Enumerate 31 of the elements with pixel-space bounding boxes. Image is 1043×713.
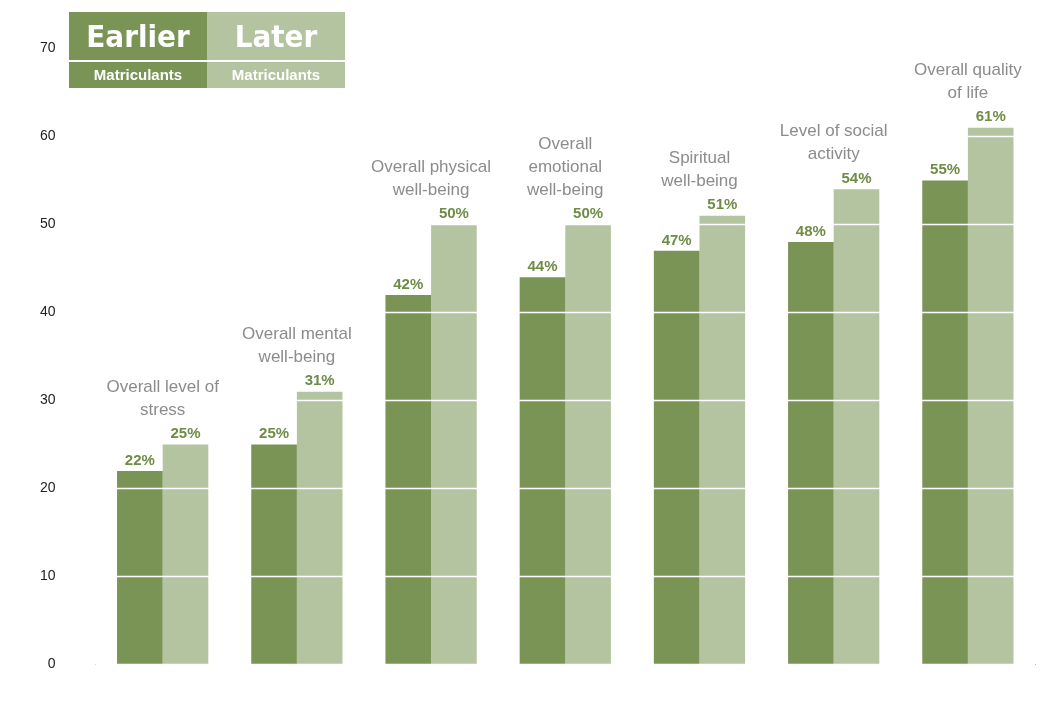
data-label: 47% xyxy=(661,230,692,248)
x-tick-label: Spiritual well-being xyxy=(660,147,738,190)
y-tick-label: 70 xyxy=(39,39,56,56)
data-label: 51% xyxy=(707,195,738,213)
x-tick-label: Overall level of stress xyxy=(106,376,220,419)
x-tick-label: Level of social activity xyxy=(779,121,888,164)
data-label: 61% xyxy=(975,107,1006,125)
data-label: 48% xyxy=(795,221,826,239)
y-tick-label: 30 xyxy=(39,391,56,408)
data-label: 55% xyxy=(930,160,961,178)
data-label: 50% xyxy=(573,204,604,222)
data-label: 25% xyxy=(259,424,290,442)
data-label: 42% xyxy=(393,274,424,292)
y-tick-label: 60 xyxy=(39,127,56,144)
y-tick-label: 40 xyxy=(39,303,56,320)
x-tick-label: Overall emotional well-being xyxy=(526,133,604,199)
x-tick-label: Overall quality of life xyxy=(914,59,1023,102)
data-label: 44% xyxy=(527,256,558,274)
text: Later Matriculants xyxy=(207,12,345,88)
text: Earlier Matriculants xyxy=(69,12,207,88)
x-tick-label: Overall physical well-being xyxy=(371,156,492,199)
y-tick-label: 10 xyxy=(39,567,56,584)
x-tick-label: Overall mental well-being xyxy=(242,323,352,366)
data-label: 22% xyxy=(124,450,155,468)
data-label: 50% xyxy=(438,204,469,222)
data-label: 54% xyxy=(841,168,872,186)
y-tick-label: 50 xyxy=(39,215,56,232)
y-tick-label: 20 xyxy=(39,479,56,496)
data-label: 25% xyxy=(170,424,201,442)
data-label: 31% xyxy=(304,371,335,389)
y-tick-label: 0 xyxy=(47,655,56,672)
